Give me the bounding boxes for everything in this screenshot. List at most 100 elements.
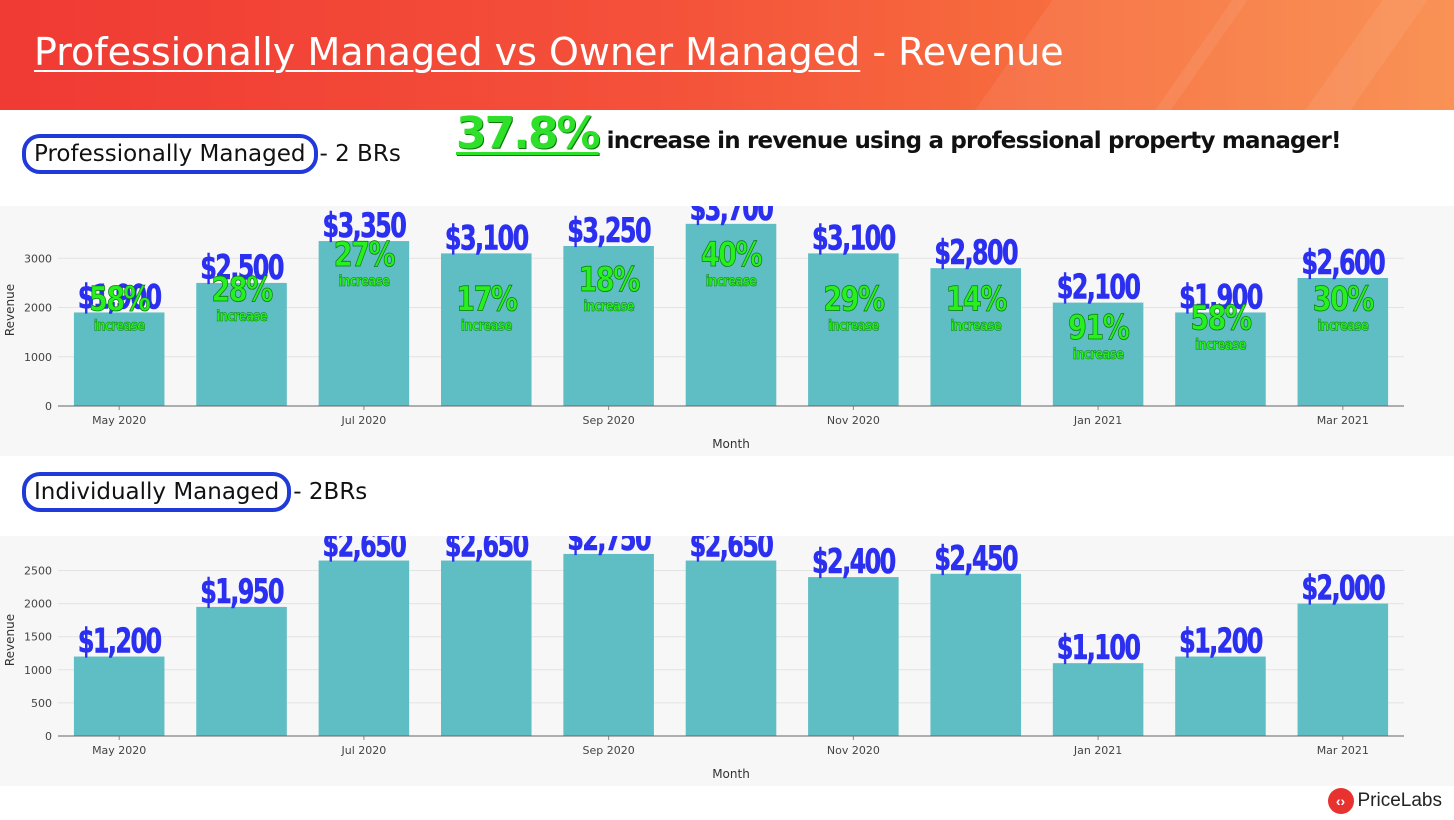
pro-chart-bar [563,246,654,406]
ind-chart-bar [1175,656,1266,736]
pro-chart-value-label: $3,350 [323,207,406,246]
section-label-individual: Individually Managed - 2BRs [22,472,367,512]
pro-chart-bar [1175,312,1266,406]
pro-chart-value-label: $3,100 [445,219,528,258]
ind-chart-bar [563,553,654,736]
ind-chart-value-label: $2,650 [690,536,773,565]
headline-percent: 37.8% [456,108,601,159]
pro-chart-bar [440,253,532,406]
ind-chart-value-label: $2,450 [934,540,1017,579]
pro-chart-increase-word: increase [216,308,267,326]
chart-professionally-managed: 0 1000 2000 3000 $1,900 58% increase May 2020 $2… [0,206,1454,456]
ind-chart-xtick-label: Jul 2020 [341,744,387,757]
pro-chart-x-axis-title: Month [712,437,750,451]
headline: 37.8% increase in revenue using a profess… [456,108,1342,159]
section-label-professional-boxed: Professionally Managed [22,134,318,174]
headline-text: increase in revenue using a professional… [606,128,1342,154]
pro-chart-xtick-label: Jan 2021 [1073,414,1122,427]
ind-chart-bar [196,606,287,736]
pro-chart-increase-word: increase [1317,317,1368,335]
pro-chart-xtick-label: Nov 2020 [827,414,880,427]
pro-chart-increase-pct: 58% [89,279,150,319]
ind-chart-value-label: $1,200 [1179,622,1262,661]
pricelabs-logo-text: PriceLabs [1357,790,1443,811]
pro-chart-value-label: $3,700 [690,206,773,229]
pro-chart-bar [808,253,899,406]
ind-chart-value-label: $1,200 [78,622,161,661]
pro-chart-increase-word: increase [339,273,390,291]
pro-chart-value-label: $2,600 [1301,244,1384,283]
ind-chart-xtick-label: Jan 2021 [1073,744,1122,757]
chart-individually-managed: 0 500 1000 1500 2000 2500 $1,200 May 2020 $1,950… [0,536,1454,786]
section-label-individual-boxed: Individually Managed [22,472,292,512]
chart-individually-managed-svg: 0 500 1000 1500 2000 2500 $1,200 May 2020 $1,950… [3,536,1404,781]
pro-chart-bar [73,312,165,406]
pro-chart-bar [1052,302,1144,406]
ind-chart-xtick-label: Nov 2020 [827,744,880,757]
ind-chart-value-label: $1,950 [200,573,283,612]
ind-chart-ytick-label: 500 [31,697,52,710]
page-title-rest: - Revenue [860,30,1064,74]
ind-chart-ytick-label: 2000 [24,598,52,611]
pro-chart-xtick-label: Mar 2021 [1317,414,1369,427]
pro-chart-increase-pct: 30% [1313,279,1374,319]
page-title-underlined: Professionally Managed vs Owner Managed [34,30,861,74]
pro-chart-xtick-label: Jul 2020 [341,414,387,427]
pro-chart-value-label: $3,100 [812,219,895,258]
pro-chart-increase-word: increase [1195,336,1246,354]
pro-chart-increase-pct: 58% [1190,299,1251,339]
ind-chart-bar [1052,663,1144,736]
ind-chart-xtick-label: May 2020 [92,744,146,757]
ind-chart-value-label: $2,400 [812,543,895,582]
pro-chart-bar [196,282,287,406]
ind-chart-bar [440,560,532,736]
pro-chart-increase-pct: 14% [946,279,1007,319]
ind-chart-y-axis-title: Revenue [3,614,17,666]
pro-chart-ytick-label: 3000 [24,252,52,265]
pro-chart-increase-pct: 28% [211,270,272,310]
ind-chart-value-label: $1,100 [1057,629,1140,668]
pro-chart-increase-word: increase [950,317,1001,335]
ind-chart-ytick-label: 1500 [24,631,52,644]
ind-chart-bar [685,560,777,736]
ind-chart-bar [1297,603,1389,736]
pro-chart-increase-word: increase [828,317,879,335]
ind-chart-bar [73,656,165,736]
ind-chart-bar [930,573,1022,736]
ind-chart-xtick-label: Mar 2021 [1317,744,1369,757]
pro-chart-increase-pct: 91% [1068,308,1129,348]
pro-chart-bar [318,241,410,406]
pro-chart-increase-word: increase [706,273,757,291]
pro-chart-bar [1297,278,1389,406]
pro-chart-increase-word: increase [461,317,512,335]
pro-chart-value-label: $2,500 [200,249,283,288]
pro-chart-increase-word: increase [1073,346,1124,364]
pricelabs-logo-icon: ‹› [1327,788,1354,814]
pro-chart-bar [685,223,777,406]
ind-chart-value-label: $2,650 [445,536,528,565]
pro-chart-increase-word: increase [94,317,145,335]
ind-chart-ytick-label: 0 [45,730,52,743]
pro-chart-increase-pct: 27% [334,235,395,275]
pro-chart-increase-word: increase [583,298,634,316]
pro-chart-value-label: $2,100 [1057,269,1140,308]
ind-chart-value-label: $2,750 [567,536,650,559]
pro-chart-value-label: $2,800 [934,234,1017,273]
ind-chart-bar [808,577,899,736]
pro-chart-ytick-label: 1000 [24,351,52,364]
ind-chart-value-label: $2,650 [323,536,406,565]
pro-chart-value-label: $1,900 [1179,278,1262,317]
pro-chart-xtick-label: May 2020 [92,414,146,427]
ind-chart-ytick-label: 2500 [24,564,52,577]
pro-chart-increase-pct: 29% [823,279,884,319]
pro-chart-increase-pct: 18% [579,260,640,300]
ind-chart-x-axis-title: Month [712,767,750,781]
pricelabs-logo: ‹› PriceLabs [1327,786,1443,816]
pro-chart-increase-pct: 40% [701,235,762,275]
pro-chart-ytick-label: 0 [45,400,52,413]
pro-chart-ytick-label: 2000 [24,302,52,315]
section-label-professional-suffix: - 2 BRs [319,141,401,167]
section-label-individual-suffix: - 2BRs [293,479,368,505]
ind-chart-bar [318,560,410,736]
pro-chart-value-label: $1,900 [78,278,161,317]
